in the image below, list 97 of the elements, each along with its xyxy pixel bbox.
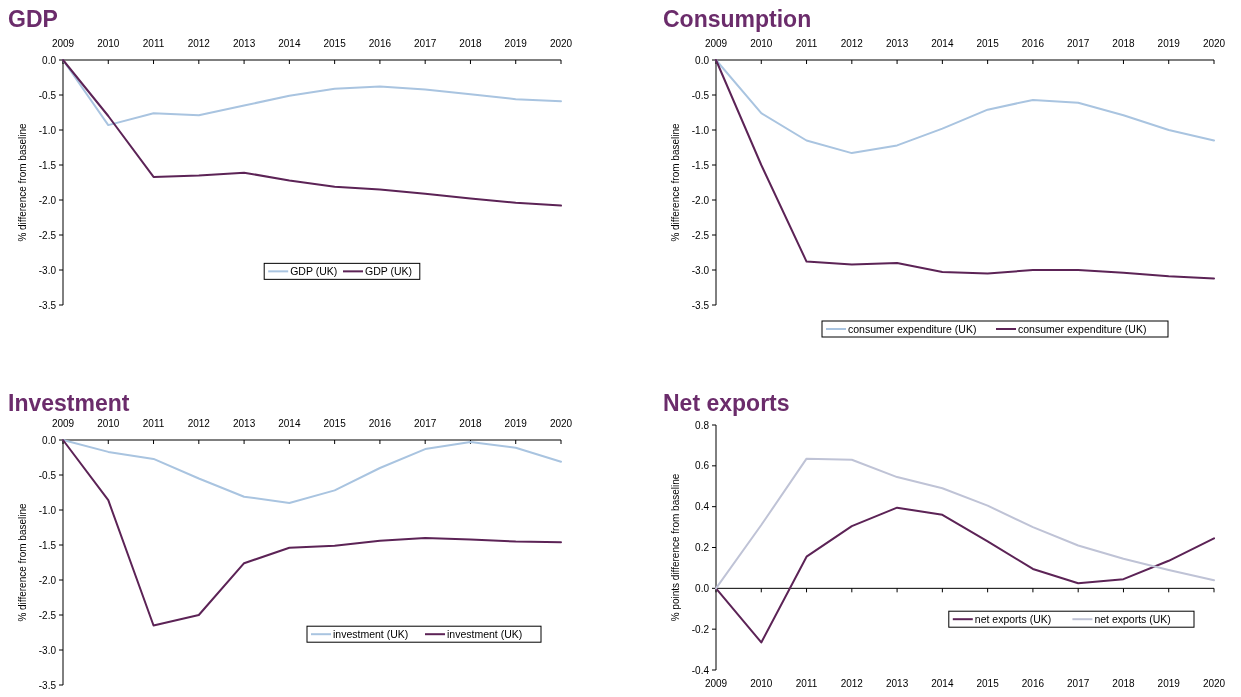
x-tick-label: 2017 xyxy=(414,418,437,429)
y-tick-label: -1.5 xyxy=(691,159,710,171)
y-tick-label: -2.5 xyxy=(38,609,57,621)
x-tick-label: 2017 xyxy=(1067,678,1090,689)
y-tick-label: -1.5 xyxy=(38,159,57,171)
legend-label: GDP (UK) xyxy=(290,265,338,278)
y-tick-label: 0.8 xyxy=(695,419,710,431)
legend-label: consumer expenditure (UK) xyxy=(848,323,977,335)
chart-title: GDP xyxy=(8,6,58,32)
x-tick-label: 2013 xyxy=(232,418,256,429)
x-tick-label: 2009 xyxy=(51,418,75,429)
line-series xyxy=(715,506,1215,644)
x-tick-label: 2016 xyxy=(1021,38,1045,49)
x-tick-label: 2014 xyxy=(931,38,954,49)
x-tick-label: 2019 xyxy=(1157,38,1181,49)
x-tick-label: 2018 xyxy=(459,418,483,429)
x-tick-label: 2016 xyxy=(368,418,392,429)
y-tick-label: 0.6 xyxy=(695,460,710,472)
y-tick-label: -0.2 xyxy=(691,623,710,635)
y-tick-label: 0.0 xyxy=(695,582,710,594)
x-tick-label: 2016 xyxy=(368,38,392,49)
y-tick-label: -1.0 xyxy=(38,124,57,136)
y-tick-label: -2.0 xyxy=(38,194,57,206)
x-tick-label: 2011 xyxy=(142,418,165,429)
x-tick-label: 2014 xyxy=(278,418,301,429)
y-tick-label: -0.4 xyxy=(691,664,710,676)
x-tick-label: 2012 xyxy=(840,38,864,49)
y-tick-label: -2.5 xyxy=(691,229,710,241)
x-tick-label: 2013 xyxy=(232,38,256,49)
chart-title: Investment xyxy=(8,390,130,416)
y-tick-label: 0.2 xyxy=(695,542,710,553)
x-tick-label: 2019 xyxy=(504,418,528,429)
x-tick-label: 2013 xyxy=(885,38,909,49)
x-tick-label: 2010 xyxy=(97,38,120,49)
x-tick-label: 2014 xyxy=(278,38,301,49)
y-axis-title: % difference from baseline xyxy=(17,502,28,622)
y-tick-label: -3.0 xyxy=(38,644,57,656)
y-axis-title: % points difference from baseline xyxy=(670,473,681,622)
x-tick-label: 2015 xyxy=(976,678,1000,689)
x-tick-label: 2017 xyxy=(1067,38,1090,49)
y-tick-label: -3.0 xyxy=(38,264,57,276)
x-tick-label: 2010 xyxy=(750,38,773,49)
y-tick-label: -3.5 xyxy=(691,299,710,311)
legend-label: net exports (UK) xyxy=(974,613,1052,626)
x-tick-label: 2020 xyxy=(549,418,573,429)
y-tick-label: -1.5 xyxy=(38,539,57,551)
x-tick-label: 2020 xyxy=(1202,678,1226,689)
x-tick-label: 2020 xyxy=(549,38,573,49)
legend-label: net exports (UK) xyxy=(1094,613,1171,626)
y-tick-label: 0.0 xyxy=(42,434,57,446)
legend-label: consumer expenditure (UK) xyxy=(1018,323,1147,335)
y-tick-label: -1.0 xyxy=(691,124,710,136)
y-tick-label: 0.0 xyxy=(42,54,57,66)
x-tick-label: 2018 xyxy=(1112,38,1136,49)
chart-title: Net exports xyxy=(663,390,790,416)
x-tick-label: 2012 xyxy=(187,418,211,429)
x-tick-label: 2019 xyxy=(504,38,528,49)
y-tick-label: -3.5 xyxy=(38,299,57,311)
y-tick-label: -2.0 xyxy=(38,574,57,586)
x-tick-label: 2010 xyxy=(750,678,773,689)
x-tick-label: 2009 xyxy=(51,38,75,49)
legend-label: investment (UK) xyxy=(333,628,409,641)
x-tick-label: 2020 xyxy=(1202,38,1226,49)
x-tick-label: 2009 xyxy=(704,678,728,689)
x-tick-label: 2012 xyxy=(840,678,864,689)
y-tick-label: 0.4 xyxy=(695,501,710,513)
x-tick-label: 2011 xyxy=(142,38,165,49)
x-tick-label: 2009 xyxy=(704,38,728,49)
y-tick-label: -2.5 xyxy=(38,229,57,241)
x-tick-label: 2018 xyxy=(459,38,483,49)
y-tick-label: -1.0 xyxy=(38,504,57,516)
legend-label: GDP (UK) xyxy=(365,265,413,278)
legend-label: investment (UK) xyxy=(447,628,523,641)
x-tick-label: 2018 xyxy=(1112,678,1136,689)
chart-title: Consumption xyxy=(663,6,812,32)
x-tick-label: 2015 xyxy=(323,418,347,429)
y-tick-label: -0.5 xyxy=(691,89,710,101)
y-tick-label: -0.5 xyxy=(38,469,57,481)
x-tick-label: 2015 xyxy=(323,38,347,49)
x-tick-label: 2012 xyxy=(187,38,211,49)
x-tick-label: 2010 xyxy=(97,418,120,429)
x-tick-label: 2014 xyxy=(931,678,954,689)
x-tick-label: 2011 xyxy=(795,678,818,689)
y-tick-label: -3.5 xyxy=(38,679,57,691)
x-tick-label: 2016 xyxy=(1021,678,1045,689)
x-tick-label: 2013 xyxy=(885,678,909,689)
x-tick-label: 2015 xyxy=(976,38,1000,49)
y-tick-label: -3.0 xyxy=(691,264,710,276)
x-tick-label: 2017 xyxy=(414,38,437,49)
x-tick-label: 2019 xyxy=(1157,678,1181,689)
y-axis-title: % difference from baseline xyxy=(17,122,28,242)
y-tick-label: 0.0 xyxy=(695,54,710,66)
y-tick-label: -0.5 xyxy=(38,89,57,101)
x-tick-label: 2011 xyxy=(795,38,818,49)
line-series xyxy=(715,457,1215,590)
y-tick-label: -2.0 xyxy=(691,194,710,206)
y-axis-title: % difference from baseline xyxy=(670,122,681,242)
